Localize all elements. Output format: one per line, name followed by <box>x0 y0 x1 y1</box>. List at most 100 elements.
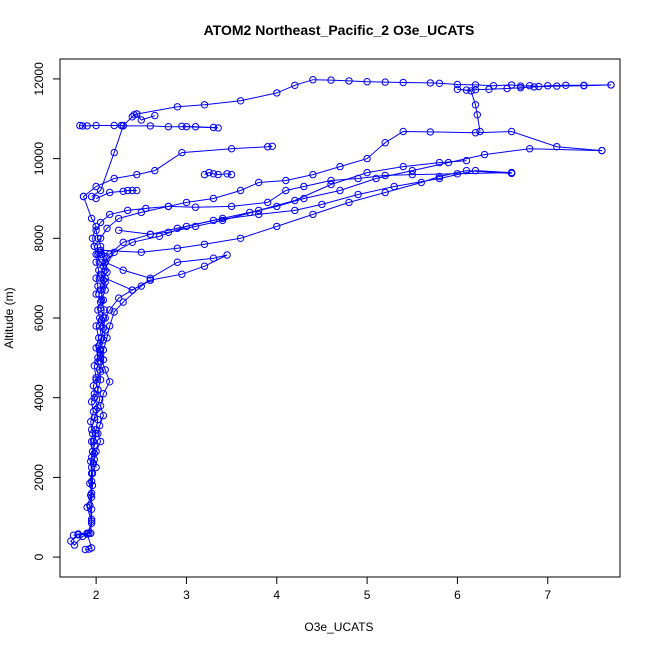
data-point <box>99 411 108 420</box>
data-point <box>453 85 462 94</box>
data-point <box>106 322 114 330</box>
data-point <box>200 262 209 270</box>
data-point <box>146 274 155 282</box>
series-line <box>100 170 512 253</box>
data-point <box>128 238 137 247</box>
data-point <box>101 366 109 374</box>
data-point <box>435 172 444 181</box>
data-point <box>200 101 209 109</box>
data-point <box>87 517 96 525</box>
y-tick-label: 0 <box>32 553 46 560</box>
data-point <box>119 187 127 196</box>
data-point <box>282 186 290 195</box>
data-point <box>598 146 606 155</box>
data-point <box>544 82 552 90</box>
data-point <box>95 290 103 298</box>
data-point <box>435 79 444 88</box>
x-tick-label: 2 <box>93 588 100 602</box>
data-point <box>92 290 100 298</box>
data-point <box>363 168 371 177</box>
data-point <box>345 198 353 207</box>
data-point <box>227 202 236 211</box>
data-point <box>96 258 105 266</box>
series-line <box>70 170 512 550</box>
data-point <box>580 82 588 90</box>
data-point <box>92 226 100 235</box>
data-point <box>119 238 127 247</box>
data-point <box>78 532 87 541</box>
data-point <box>101 258 109 266</box>
data-point <box>309 76 317 84</box>
data-point <box>255 178 263 187</box>
data-point <box>67 537 75 545</box>
data-point <box>553 143 561 151</box>
data-point <box>164 202 173 211</box>
data-point <box>106 250 114 258</box>
y-tick-label: 12000 <box>32 62 46 96</box>
data-point <box>92 121 100 130</box>
data-point <box>94 429 102 438</box>
data-point <box>96 376 105 384</box>
x-tick-label: 4 <box>273 588 280 602</box>
data-point <box>99 276 108 284</box>
data-point <box>205 168 213 177</box>
data-point <box>471 129 480 137</box>
data-point <box>526 82 534 90</box>
data-point <box>96 437 105 446</box>
data-point <box>300 182 308 191</box>
data-point <box>133 110 141 118</box>
data-point <box>70 541 79 549</box>
data-point <box>516 84 525 92</box>
data-point <box>97 316 106 324</box>
data-point <box>327 176 335 185</box>
data-point <box>106 306 114 314</box>
data-point <box>471 81 480 89</box>
data-point <box>101 326 109 334</box>
data-point <box>96 218 105 227</box>
data-point <box>530 83 538 91</box>
data-point <box>94 234 102 243</box>
data-point <box>182 222 191 231</box>
data-point <box>390 182 398 191</box>
data-point <box>399 127 407 136</box>
data-point <box>178 122 186 131</box>
data-point <box>255 206 263 215</box>
data-point <box>101 314 109 322</box>
data-point <box>87 529 95 537</box>
data-point <box>273 89 281 97</box>
series-line <box>100 277 151 362</box>
data-point <box>96 234 105 243</box>
data-point <box>124 206 132 215</box>
data-point <box>119 266 127 274</box>
data-point <box>236 97 245 105</box>
data-point <box>87 489 96 497</box>
data-point <box>133 186 141 195</box>
data-point <box>485 85 493 94</box>
data-point <box>88 447 97 456</box>
y-tick-label: 4000 <box>32 384 46 411</box>
data-point <box>74 531 82 539</box>
x-axis: 2 3 4 5 6 7 <box>93 576 551 602</box>
data-point <box>255 210 263 219</box>
data-point <box>119 121 127 130</box>
series-lines <box>70 79 612 550</box>
data-point <box>128 186 137 195</box>
data-point <box>182 123 191 131</box>
series-line <box>204 172 232 176</box>
data-point <box>354 174 362 183</box>
data-point <box>137 208 146 217</box>
y-tick-label: 8000 <box>32 225 46 252</box>
data-point <box>214 170 222 179</box>
data-point <box>96 354 105 362</box>
y-axis-label: Altitude (m) <box>2 287 16 348</box>
data-point <box>137 248 146 257</box>
data-point <box>151 166 159 175</box>
data-point <box>471 166 480 175</box>
y-tick-label: 6000 <box>32 304 46 331</box>
data-point <box>173 258 182 266</box>
data-point <box>97 250 106 258</box>
data-point <box>209 194 218 203</box>
data-point <box>110 308 118 316</box>
data-point <box>88 234 97 243</box>
